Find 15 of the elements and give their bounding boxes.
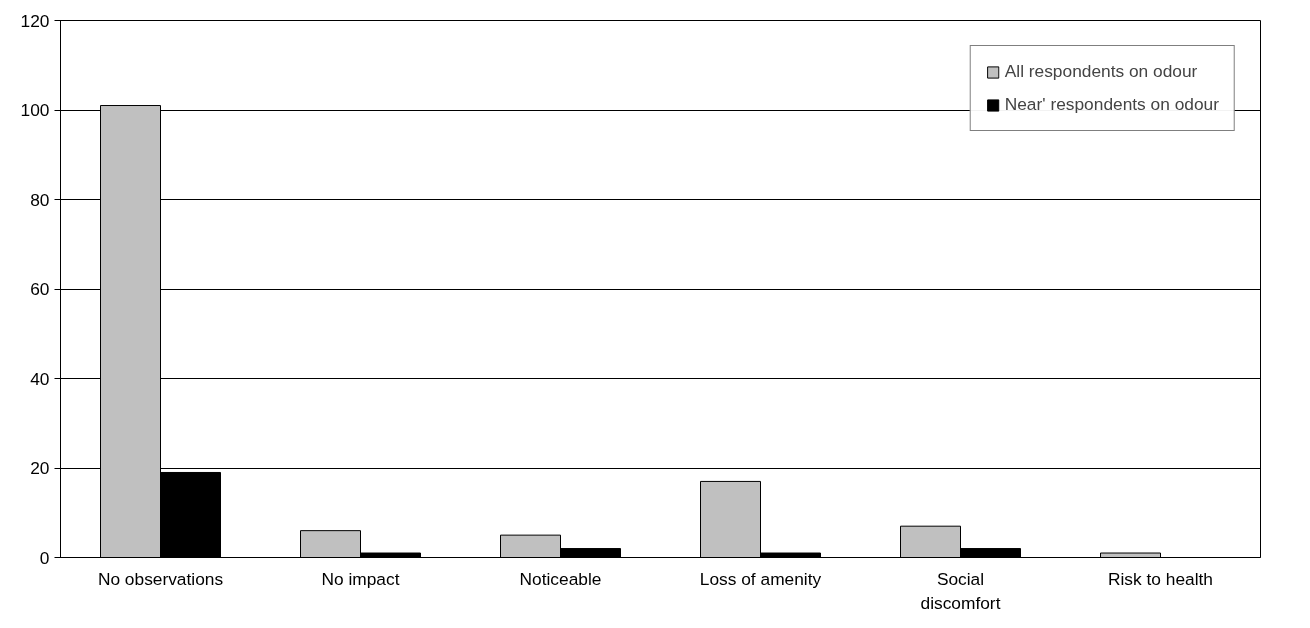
y-tick-label: 60 [30, 279, 50, 299]
y-tick-label: 0 [39, 547, 50, 568]
y-tick-label: 100 [20, 100, 50, 120]
x-tick-label: No observations [97, 568, 224, 589]
legend-label: All respondents on odour [1004, 61, 1198, 82]
x-tick-label: Social discomfort [920, 568, 1001, 613]
x-tick-label: No impact [321, 568, 400, 589]
y-tick-label: 40 [30, 368, 50, 389]
y-tick-label: 120 [20, 10, 50, 31]
x-tick-label: Loss of amenity [699, 568, 822, 589]
y-tick-label: 20 [30, 458, 50, 478]
x-tick-label: Noticeable [519, 568, 602, 589]
x-tick-label: Risk to health [1108, 568, 1213, 589]
legend-label: Near' respondents on odour [1004, 94, 1219, 115]
y-tick-label: 80 [30, 189, 50, 210]
